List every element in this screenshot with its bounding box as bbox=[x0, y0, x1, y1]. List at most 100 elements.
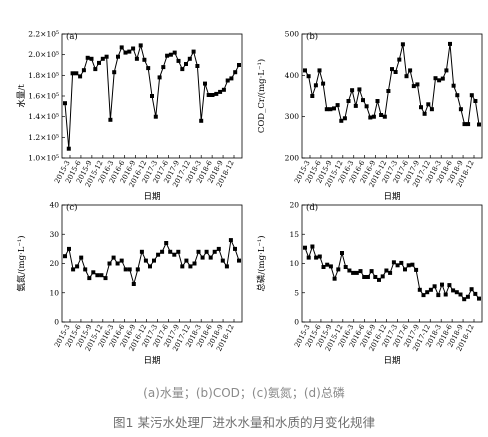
y-tick-label: 1.8×10⁵ bbox=[28, 71, 59, 80]
data-point bbox=[164, 241, 169, 245]
y-axis-title: 水量/t bbox=[16, 84, 27, 108]
data-point bbox=[131, 282, 136, 286]
data-point bbox=[342, 116, 347, 121]
data-point bbox=[325, 262, 330, 267]
data-point bbox=[203, 81, 207, 86]
data-point bbox=[328, 107, 333, 112]
data-point bbox=[469, 287, 474, 292]
data-point bbox=[119, 258, 124, 263]
data-point bbox=[400, 42, 405, 47]
data-point bbox=[451, 288, 456, 293]
data-point bbox=[107, 261, 112, 266]
data-point bbox=[71, 267, 76, 272]
data-point bbox=[346, 99, 351, 103]
data-point bbox=[351, 270, 356, 275]
data-point bbox=[152, 258, 156, 263]
data-point bbox=[454, 290, 459, 295]
data-point bbox=[172, 50, 177, 55]
data-point bbox=[157, 75, 162, 80]
panel-c-ammonia-nitrogen-chart: 0102030402015-32015-62015-92015-122016-3… bbox=[16, 201, 243, 366]
data-point bbox=[138, 43, 143, 48]
data-point bbox=[361, 98, 365, 103]
data-point bbox=[419, 105, 423, 110]
data-point bbox=[465, 294, 470, 299]
data-point bbox=[447, 283, 452, 288]
figure-caption: 图1 某污水处理厂进水水量和水质的月变化规律 bbox=[113, 415, 375, 430]
data-point bbox=[426, 102, 431, 107]
x-axis-title: 日期 bbox=[143, 356, 160, 366]
data-point bbox=[466, 122, 471, 127]
y-tick-label: 400 bbox=[285, 71, 300, 80]
data-point bbox=[188, 264, 193, 269]
data-point bbox=[364, 104, 369, 109]
data-point bbox=[153, 114, 158, 119]
data-point bbox=[321, 81, 326, 86]
data-point bbox=[123, 267, 128, 272]
plot-frame bbox=[301, 33, 483, 159]
data-point bbox=[328, 264, 333, 269]
data-point bbox=[139, 249, 144, 254]
data-point bbox=[347, 268, 352, 273]
data-point bbox=[127, 49, 132, 54]
data-point bbox=[458, 107, 463, 112]
data-point bbox=[444, 68, 449, 73]
data-point bbox=[220, 258, 225, 263]
data-point bbox=[343, 265, 348, 269]
data-point bbox=[134, 56, 139, 61]
data-point bbox=[108, 117, 113, 122]
data-point bbox=[131, 46, 136, 51]
data-point bbox=[422, 111, 427, 116]
data-point bbox=[161, 65, 166, 70]
data-point bbox=[228, 238, 233, 243]
data-point bbox=[368, 115, 373, 120]
data-point bbox=[97, 60, 101, 65]
data-point bbox=[210, 93, 215, 97]
panel-b-cod-chart: 2003004005002015-32015-62015-92015-12201… bbox=[256, 30, 483, 202]
y-tick-label: 5 bbox=[294, 288, 299, 297]
data-point bbox=[358, 269, 363, 274]
data-point bbox=[191, 49, 196, 54]
data-point bbox=[195, 64, 200, 68]
y-tick-label: 30 bbox=[49, 230, 59, 239]
data-point bbox=[66, 146, 71, 151]
data-point bbox=[380, 274, 385, 279]
data-point bbox=[146, 66, 151, 71]
data-point bbox=[477, 122, 481, 127]
data-point bbox=[233, 70, 238, 75]
data-point bbox=[89, 56, 94, 61]
data-point bbox=[440, 76, 445, 81]
data-point bbox=[388, 270, 393, 275]
x-axis-title: 日期 bbox=[383, 192, 400, 202]
panel-a-water-volume-chart: 1.0×10⁵ 1.2×10⁵ 1.4×10⁵ 1.6×10⁵ 1.8×10⁵ 2.0×1… bbox=[16, 30, 243, 202]
data-point bbox=[411, 84, 416, 89]
data-point bbox=[462, 122, 467, 127]
data-point bbox=[373, 275, 378, 279]
data-point bbox=[403, 267, 407, 272]
panel-label: (a) bbox=[66, 31, 78, 42]
data-point bbox=[451, 83, 456, 88]
y-tick-label: 1.4×10⁵ bbox=[28, 112, 59, 121]
data-point bbox=[225, 78, 230, 83]
data-point bbox=[176, 58, 181, 63]
data-point bbox=[477, 296, 481, 301]
y-tick-label: 500 bbox=[285, 30, 300, 39]
data-point bbox=[417, 287, 422, 292]
data-point bbox=[199, 118, 204, 123]
data-point bbox=[111, 255, 116, 260]
data-point bbox=[332, 106, 336, 111]
data-point bbox=[379, 113, 384, 117]
data-point bbox=[168, 52, 173, 57]
data-point bbox=[432, 284, 437, 289]
subfigure-caption: (a)水量；(b)COD；(c)氨氮；(d)总磷 bbox=[143, 386, 345, 400]
panel-label: (d) bbox=[306, 202, 318, 213]
data-point bbox=[148, 264, 152, 269]
y-tick-label: 10 bbox=[289, 259, 299, 268]
data-point bbox=[317, 254, 322, 259]
data-point bbox=[365, 275, 370, 279]
data-point bbox=[369, 269, 374, 274]
data-point bbox=[87, 276, 92, 281]
y-tick-label: 10 bbox=[49, 288, 59, 297]
data-point bbox=[306, 255, 311, 260]
data-point bbox=[473, 99, 478, 103]
data-point bbox=[180, 67, 185, 72]
